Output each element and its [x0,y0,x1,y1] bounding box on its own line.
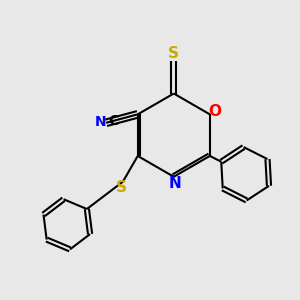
Text: N: N [169,176,182,191]
Text: N: N [95,115,106,129]
Text: O: O [209,104,222,119]
Text: S: S [168,46,179,61]
Text: S: S [116,179,127,194]
Text: C: C [108,114,118,128]
